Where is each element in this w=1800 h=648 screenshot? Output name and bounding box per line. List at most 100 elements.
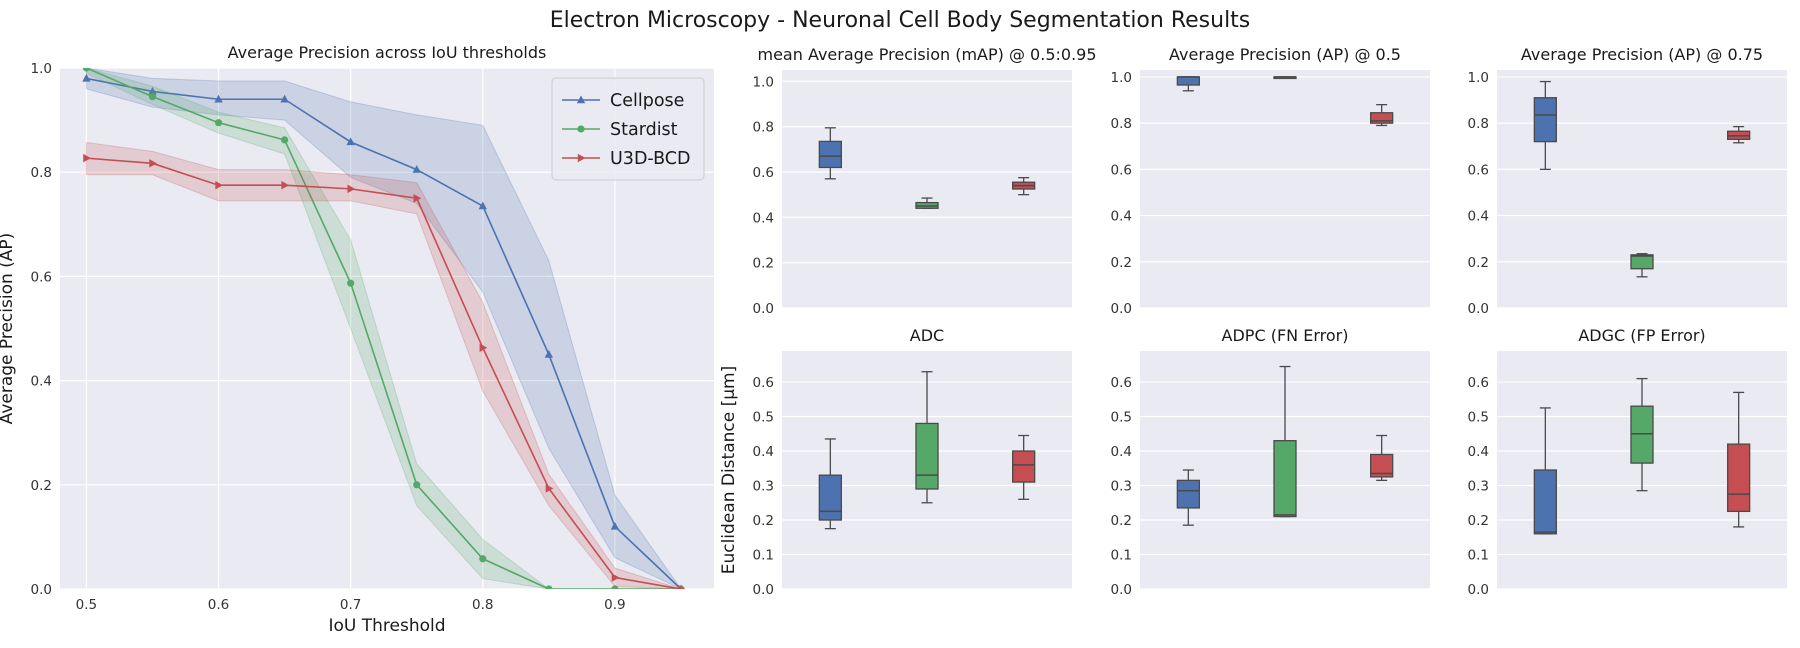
map-box-cellpose (818, 127, 842, 180)
ap_curve-xtick-label: 0.5 (76, 597, 97, 613)
box-iqr (1533, 97, 1557, 143)
map-ytick-label: 1.0 (753, 74, 774, 90)
legend-label-stardist: Stardist (610, 120, 678, 140)
ap75-title: Average Precision (AP) @ 0.75 (1521, 45, 1763, 64)
ap75-ytick-label: 1.0 (1468, 70, 1489, 86)
series-line-u3d-bcd (86, 157, 682, 589)
point-stardist (479, 555, 487, 563)
box-iqr (1533, 469, 1557, 535)
point-stardist (281, 136, 289, 144)
map-box-u3d-bcd (1012, 177, 1036, 196)
adpc-ytick-label: 0.2 (1111, 513, 1132, 529)
point-stardist (82, 68, 91, 72)
adpc-ytick-label: 0.1 (1111, 548, 1132, 564)
point-u3d-bcd (281, 181, 290, 190)
ap_curve-xtick-label: 0.7 (340, 597, 361, 613)
legend-label-u3d-bcd: U3D-BCD (610, 149, 691, 169)
adc-box-stardist (915, 371, 939, 504)
adpc-ytick-label: 0.6 (1111, 375, 1132, 391)
ap_curve-ytick-label: 0.8 (31, 165, 52, 181)
adgc-box-cellpose (1533, 407, 1557, 535)
point-u3d-bcd (347, 184, 356, 194)
series-line-stardist (86, 68, 681, 589)
box-iqr (1370, 112, 1394, 124)
box-iqr (818, 140, 842, 169)
box-iqr (1012, 450, 1036, 483)
box-iqr (1630, 254, 1654, 270)
series-band-u3d-bcd (85, 141, 682, 589)
point-stardist (347, 279, 355, 287)
point-u3d-bcd (479, 343, 488, 352)
point-stardist (214, 119, 223, 127)
point-cellpose (544, 350, 554, 358)
series-line-cellpose (86, 77, 682, 589)
series-band-cellpose (85, 68, 682, 589)
point-cellpose (280, 94, 289, 103)
adc-ylabel: Euclidean Distance [μm] (719, 366, 739, 575)
box-iqr (1630, 405, 1654, 464)
ap50-plot-area (1140, 70, 1430, 308)
adgc-ytick-label: 0.5 (1468, 410, 1489, 426)
adc-ytick-label: 0.1 (753, 548, 774, 564)
box-iqr (818, 474, 842, 521)
ap50-title: Average Precision (AP) @ 0.5 (1169, 45, 1401, 64)
point-cellpose (148, 86, 157, 95)
point-cellpose (478, 201, 487, 210)
adgc-ytick-label: 0.3 (1468, 479, 1489, 495)
point-stardist (611, 585, 619, 589)
ap75-ytick-label: 0.2 (1468, 255, 1489, 271)
adpc-box-stardist (1273, 365, 1297, 518)
box-iqr (1273, 440, 1297, 518)
ap75-box-u3d-bcd (1727, 125, 1751, 144)
adgc-ytick-label: 0.2 (1468, 513, 1489, 529)
adc-ytick-label: 0.2 (753, 513, 774, 529)
ap_curve-xlabel: IoU Threshold (328, 616, 445, 636)
adc-ytick-label: 0.0 (753, 582, 774, 598)
box-iqr (1727, 443, 1751, 513)
adpc-ytick-label: 0.5 (1111, 410, 1132, 426)
adc-ytick-label: 0.3 (753, 479, 774, 495)
ap_curve-xtick-label: 0.9 (604, 597, 625, 613)
ap50-ytick-label: 0.4 (1111, 209, 1132, 225)
adpc-ytick-label: 0.3 (1111, 479, 1132, 495)
point-stardist (545, 585, 553, 589)
point-cellpose (82, 73, 91, 82)
box-iqr (1370, 453, 1394, 478)
adpc-box-cellpose (1176, 469, 1200, 526)
point-u3d-bcd (83, 153, 91, 163)
ap_curve-ytick-label: 0.6 (31, 269, 52, 285)
legend-marker-stardist (577, 125, 585, 133)
legend-label-cellpose: Cellpose (610, 91, 684, 111)
ap_curve-xtick-label: 0.6 (208, 597, 229, 613)
ap50-ytick-label: 0.6 (1111, 162, 1132, 178)
adgc-ytick-label: 0.6 (1468, 375, 1489, 391)
point-stardist (413, 481, 421, 489)
point-cellpose (346, 137, 355, 146)
adc-ytick-label: 0.5 (753, 410, 774, 426)
ap_curve-ytick-label: 0.4 (31, 374, 52, 390)
legend-marker-cellpose (576, 95, 586, 104)
adc-title: ADC (910, 326, 944, 345)
legend-frame (551, 77, 705, 181)
adc-box-u3d-bcd (1012, 434, 1036, 500)
legend-marker-u3d-bcd (577, 153, 586, 163)
ap_curve-ytick-label: 0.2 (31, 478, 52, 494)
point-cellpose (412, 165, 421, 173)
adgc-ytick-label: 0.0 (1468, 582, 1489, 598)
point-cellpose (610, 521, 620, 530)
ap_curve-ytick-label: 1.0 (31, 61, 52, 77)
adpc-title: ADPC (FN Error) (1222, 326, 1349, 345)
adgc-box-u3d-bcd (1727, 391, 1751, 528)
ap75-box-stardist (1630, 253, 1654, 278)
adpc-box-u3d-bcd (1370, 434, 1394, 481)
ap50-ytick-label: 0.2 (1111, 255, 1132, 271)
figure-title: Electron Microscopy - Neuronal Cell Body… (549, 8, 1251, 33)
ap_curve-ytick-label: 0.0 (31, 582, 52, 598)
point-u3d-bcd (215, 181, 224, 190)
point-u3d-bcd (611, 573, 620, 582)
ap_curve-title: Average Precision across IoU thresholds (228, 43, 547, 62)
ap_curve-ylabel: Average Precision (AP) (0, 233, 17, 425)
point-stardist (148, 93, 157, 101)
adpc-ytick-label: 0.0 (1111, 582, 1132, 598)
ap50-box-stardist (1273, 76, 1297, 80)
